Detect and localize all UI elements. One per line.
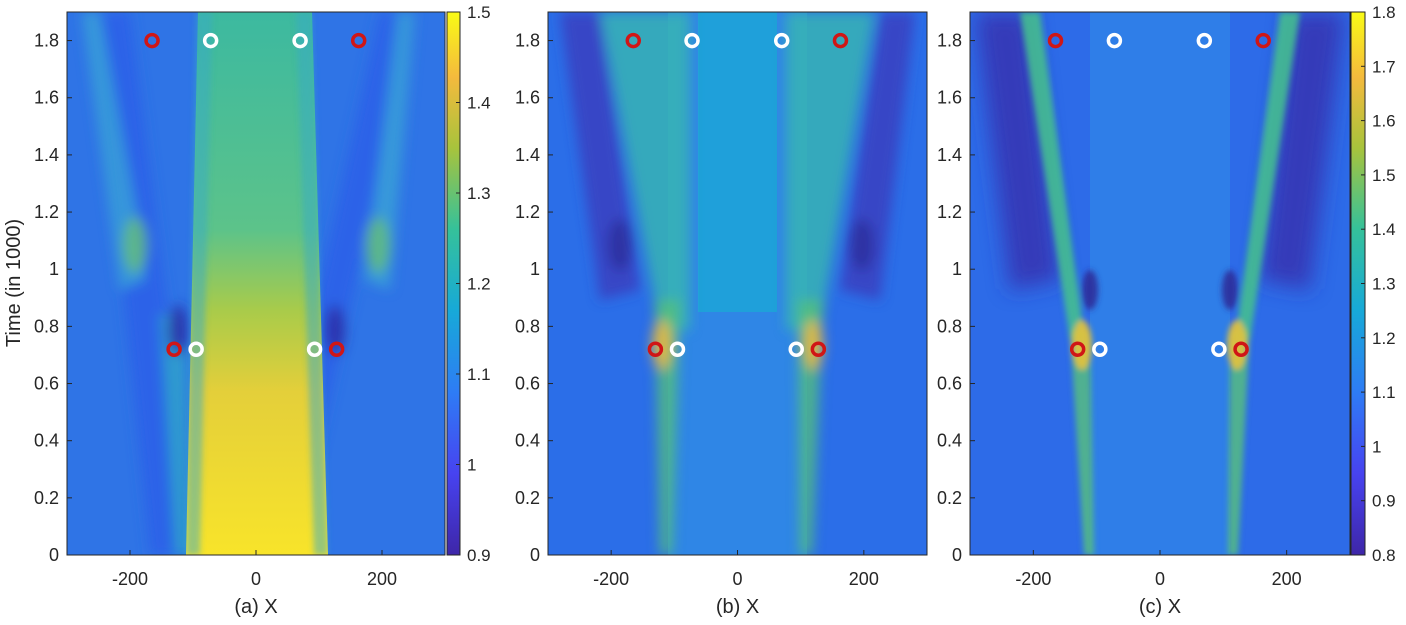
colorbar-tick-label-a-5: 1.4 xyxy=(467,94,491,113)
colorbar-tick-label-c-9: 1.7 xyxy=(1372,57,1396,76)
y-tick-label-b-5: 1 xyxy=(530,259,540,279)
panel-b-heatmap xyxy=(548,12,927,555)
marker-b-red-7 xyxy=(810,341,827,357)
y-tick-label-a-3: 0.6 xyxy=(34,374,59,394)
y-tick-label-c-8: 1.6 xyxy=(937,88,962,108)
colorbar-tick-label-a-1: 1 xyxy=(467,456,476,475)
colorbar-a: 0.9 1 1.1 1.2 1.3 1.4 1.5 xyxy=(446,3,491,565)
colorbar-c: 0.8 0.9 1 1.1 1.2 1.3 1.4 1.5 1.6 1.7 1.8 xyxy=(1350,3,1396,565)
colorbar-tick-label-a-4: 1.3 xyxy=(467,184,491,203)
y-tick-label-b-1: 0.2 xyxy=(515,488,540,508)
y-tick-label-c-2: 0.4 xyxy=(937,431,962,451)
colorbar-tick-label-c-3: 1.1 xyxy=(1372,383,1396,402)
x-tick-label-a-1: 0 xyxy=(251,569,261,589)
marker-a-white-5 xyxy=(188,341,204,357)
x-tick-label-a-2: 200 xyxy=(367,569,397,589)
marker-b-red-3 xyxy=(832,32,849,49)
y-tick-label-b-3: 0.6 xyxy=(515,374,540,394)
marker-b-red-0 xyxy=(625,32,642,49)
y-tick-label-b-2: 0.4 xyxy=(515,431,540,451)
y-tick-label-b-7: 1.4 xyxy=(515,145,540,165)
y-tick-label-a-0: 0 xyxy=(49,545,59,565)
y-tick-label-c-5: 1 xyxy=(952,259,962,279)
y-tick-label-a-4: 0.8 xyxy=(34,316,59,336)
marker-c-red-7 xyxy=(1233,341,1249,357)
y-tick-label-b-9: 1.8 xyxy=(515,31,540,51)
marker-c-red-3 xyxy=(1255,32,1271,49)
colorbar-tick-label-c-7: 1.5 xyxy=(1372,166,1396,185)
panel-a: -200 0 200 0 0.2 0.4 0.6 0.8 1 1.2 1.4 1.6 1.8 (a) X xyxy=(34,11,446,618)
colorbar-tick-label-c-0: 0.8 xyxy=(1372,546,1396,565)
x-axis-label-c: (c) X xyxy=(1139,596,1181,618)
y-tick-label-b-0: 0 xyxy=(530,545,540,565)
panel-a-heatmap xyxy=(67,12,445,555)
marker-b-white-5 xyxy=(669,341,686,357)
marker-a-red-7 xyxy=(328,341,345,357)
marker-c-red-0 xyxy=(1047,32,1064,49)
y-tick-label-b-8: 1.6 xyxy=(515,88,540,108)
y-tick-label-c-1: 0.2 xyxy=(937,488,962,508)
colorbar-tick-label-c-6: 1.4 xyxy=(1372,220,1396,239)
x-tick-label-c-2: 200 xyxy=(1272,569,1302,589)
panel-b: -200 0 200 0 0.2 0.4 0.6 0.8 1 1.2 1.4 1.6 1.8 (b) X xyxy=(515,11,928,618)
y-tick-label-a-8: 1.6 xyxy=(34,88,59,108)
marker-c-red-4 xyxy=(1069,341,1086,357)
y-tick-label-b-4: 0.8 xyxy=(515,316,540,336)
marker-b-red-4 xyxy=(647,341,664,357)
colorbar-tick-label-a-6: 1.5 xyxy=(467,3,491,22)
marker-a-red-0 xyxy=(144,32,160,49)
marker-c-white-6 xyxy=(1211,341,1227,357)
marker-c-white-1 xyxy=(1106,32,1123,49)
x-axis-label-a: (a) X xyxy=(234,596,277,618)
x-tick-label-b-2: 200 xyxy=(849,569,879,589)
marker-a-white-1 xyxy=(202,32,219,49)
marker-a-white-6 xyxy=(306,341,323,357)
y-tick-label-a-6: 1.2 xyxy=(34,202,59,222)
x-axis-label-b: (b) X xyxy=(716,596,759,618)
marker-b-white-1 xyxy=(684,32,700,49)
marker-b-white-6 xyxy=(788,341,804,357)
y-tick-label-c-3: 0.6 xyxy=(937,374,962,394)
colorbar-tick-label-c-4: 1.2 xyxy=(1372,329,1396,348)
x-tick-label-b-0: -200 xyxy=(593,569,629,589)
panel-c: -200 0 200 0 0.2 0.4 0.6 0.8 1 1.2 1.4 1.6 1.8 (c) X xyxy=(937,11,1351,618)
y-tick-label-c-6: 1.2 xyxy=(937,202,962,222)
colorbar-tick-label-c-10: 1.8 xyxy=(1372,3,1396,22)
y-tick-label-a-1: 0.2 xyxy=(34,488,59,508)
colorbar-tick-label-a-0: 0.9 xyxy=(467,546,491,565)
y-tick-label-b-6: 1.2 xyxy=(515,202,540,222)
colorbar-tick-label-a-3: 1.2 xyxy=(467,275,491,294)
marker-a-red-3 xyxy=(350,32,367,49)
marker-a-red-4 xyxy=(166,341,182,357)
y-tick-label-c-7: 1.4 xyxy=(937,145,962,165)
y-tick-label-a-2: 0.4 xyxy=(34,431,59,451)
marker-c-white-5 xyxy=(1092,341,1108,357)
x-tick-label-c-1: 0 xyxy=(1155,569,1165,589)
y-tick-label-c-0: 0 xyxy=(952,545,962,565)
x-tick-label-b-1: 0 xyxy=(732,569,742,589)
colorbar-tick-label-c-8: 1.6 xyxy=(1372,112,1396,131)
y-tick-label-a-5: 1 xyxy=(49,259,59,279)
y-tick-label-c-9: 1.8 xyxy=(937,31,962,51)
y-tick-label-a-7: 1.4 xyxy=(34,145,59,165)
colorbar-tick-label-a-2: 1.1 xyxy=(467,365,491,384)
colorbar-tick-label-c-1: 0.9 xyxy=(1372,492,1396,511)
x-tick-label-a-0: -200 xyxy=(112,569,148,589)
colorbar-tick-label-c-2: 1 xyxy=(1372,437,1381,456)
panel-c-heatmap xyxy=(970,12,1350,555)
marker-a-white-2 xyxy=(292,32,308,49)
y-axis-label: Time (in 1000) xyxy=(3,219,25,347)
colorbar-tick-label-c-5: 1.3 xyxy=(1372,275,1396,294)
marker-c-white-2 xyxy=(1196,32,1213,49)
y-tick-label-c-4: 0.8 xyxy=(937,316,962,336)
y-tick-label-a-9: 1.8 xyxy=(34,31,59,51)
marker-b-white-2 xyxy=(773,32,790,49)
x-tick-label-c-0: -200 xyxy=(1015,569,1051,589)
